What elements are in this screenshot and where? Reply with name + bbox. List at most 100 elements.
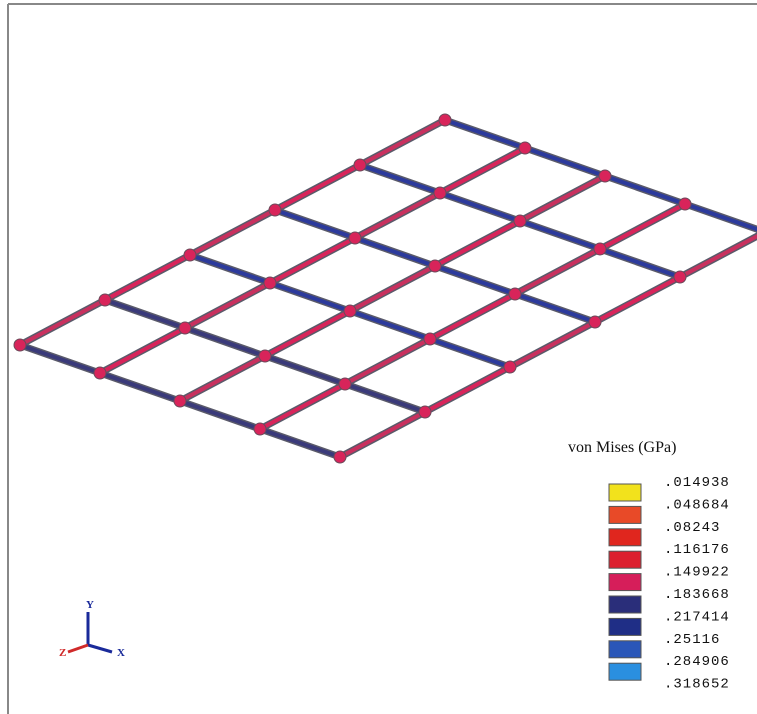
legend-swatch (609, 618, 641, 635)
strut (345, 384, 425, 412)
node (99, 294, 111, 306)
legend-label: .25116 (664, 632, 720, 648)
axis-label: X (117, 647, 125, 659)
strut (440, 193, 520, 221)
strut (440, 148, 525, 193)
node (344, 305, 356, 317)
strut (185, 328, 265, 356)
strut (430, 294, 515, 339)
node (14, 339, 26, 351)
strut (100, 328, 185, 373)
legend-swatch (609, 596, 641, 613)
strut (275, 210, 355, 238)
node (424, 333, 436, 345)
strut (265, 356, 345, 384)
strut (520, 176, 605, 221)
node (519, 142, 531, 154)
strut (260, 384, 345, 429)
legend-label: .014938 (664, 475, 730, 491)
legend-label: .08243 (664, 520, 720, 536)
z-axis-arrow (68, 645, 88, 652)
legend-swatch (609, 663, 641, 680)
node (179, 322, 191, 334)
strut (185, 283, 270, 328)
axis-triad: Y Z X (59, 599, 125, 659)
legend-swatch (609, 574, 641, 591)
fea-view: Y Z X von Mises (GPa) .014938 .048684 .082… (0, 0, 757, 714)
node (94, 367, 106, 379)
strut (350, 311, 430, 339)
x-axis-arrow (88, 645, 112, 652)
strut (100, 373, 180, 401)
node (594, 243, 606, 255)
strut (275, 165, 360, 210)
strut (20, 345, 100, 373)
strut (270, 238, 355, 283)
strut (355, 238, 435, 266)
node (339, 378, 351, 390)
legend-label: .149922 (664, 565, 730, 581)
node (439, 114, 451, 126)
node (254, 423, 266, 435)
node (674, 271, 686, 283)
node (679, 198, 691, 210)
axis-label: Z (59, 647, 66, 659)
legend-swatch (609, 529, 641, 546)
node (269, 204, 281, 216)
axis-label: Y (86, 599, 94, 611)
legend-swatch (609, 551, 641, 568)
strut (355, 193, 440, 238)
legend-label: .116176 (664, 542, 730, 558)
strut (605, 176, 685, 204)
node (434, 187, 446, 199)
strut (515, 294, 595, 322)
stent-mesh (14, 114, 757, 463)
legend-title: von Mises (GPa) (568, 439, 676, 456)
node (589, 316, 601, 328)
strut (20, 300, 105, 345)
strut (350, 266, 435, 311)
strut (525, 148, 605, 176)
node (504, 361, 516, 373)
strut (430, 339, 510, 367)
strut (435, 221, 520, 266)
legend-label: .284906 (664, 654, 730, 670)
legend-swatch (609, 506, 641, 523)
strut (270, 283, 350, 311)
strut (600, 204, 685, 249)
strut (600, 249, 680, 277)
strut (445, 120, 525, 148)
strut (515, 249, 600, 294)
strut (340, 412, 425, 457)
strut (360, 165, 440, 193)
strut (190, 255, 270, 283)
node (354, 159, 366, 171)
legend-swatch (609, 484, 641, 501)
node (419, 406, 431, 418)
node (259, 350, 271, 362)
strut (105, 300, 185, 328)
node (509, 288, 521, 300)
strut (180, 356, 265, 401)
node (429, 260, 441, 272)
strut (425, 367, 510, 412)
strut (435, 266, 515, 294)
legend: .014938.048684.08243.116176.149922.18366… (609, 475, 730, 693)
strut (595, 277, 680, 322)
legend-label: .048684 (664, 497, 730, 513)
node (184, 249, 196, 261)
strut (520, 221, 600, 249)
node (349, 232, 361, 244)
strut (260, 429, 340, 457)
legend-label: .217414 (664, 609, 730, 625)
strut (360, 120, 445, 165)
legend-label: .318652 (664, 677, 730, 693)
strut (105, 255, 190, 300)
strut (345, 339, 430, 384)
legend-swatch (609, 641, 641, 658)
strut (265, 311, 350, 356)
node (514, 215, 526, 227)
strut (510, 322, 595, 367)
node (334, 451, 346, 463)
screenshot: Y Z X von Mises (GPa) .014938 .048684 .082… (0, 0, 757, 714)
